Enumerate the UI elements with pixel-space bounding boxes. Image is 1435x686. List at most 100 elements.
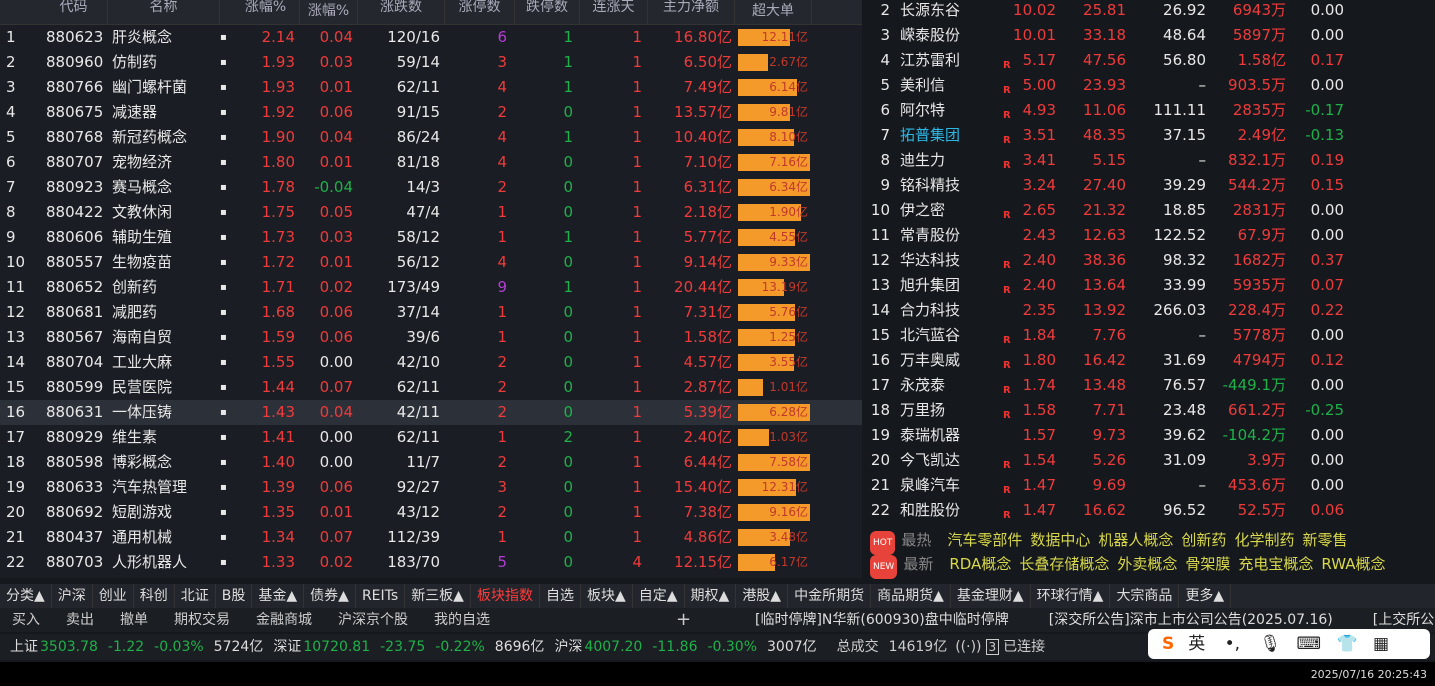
stock-row[interactable]: 20 今飞凯达 R 1.54 5.26 31.09 3.9万 0.00 <box>866 448 1435 473</box>
tab-10[interactable]: 板块指数 <box>471 584 540 608</box>
concept-link[interactable]: 长叠存储概念 <box>1019 555 1110 573</box>
tab-19[interactable]: 环球行情▲ <box>1031 584 1111 608</box>
tab-7[interactable]: 债券▲ <box>304 584 356 608</box>
stock-row[interactable]: 11 常青股份 2.43 12.63 122.52 67.9万 0.00 <box>866 223 1435 248</box>
tab-13[interactable]: 自定▲ <box>633 584 685 608</box>
add-icon[interactable]: + <box>676 609 692 630</box>
tab-20[interactable]: 大宗商品 <box>1110 584 1180 608</box>
stock-row[interactable]: 5 美利信 R 5.00 23.93 – 903.5万 0.00 <box>866 73 1435 98</box>
column-header[interactable]: 涨幅% <box>300 0 358 25</box>
stock-row[interactable]: 12 华达科技 R 2.40 38.36 98.32 1682万 0.37 <box>866 248 1435 273</box>
stock-row[interactable]: 7 拓普集团 R 3.51 48.35 37.15 2.49亿 -0.13 <box>866 123 1435 148</box>
table-row[interactable]: 2 880960 仿制药 ▪ 1.93 0.03 59/14 3 1 1 6.50亿 2.67亿 <box>0 50 862 75</box>
concept-link[interactable]: RWA概念 <box>1321 555 1386 573</box>
stock-row[interactable]: 15 北汽蓝谷 R 1.84 7.76 – 5778万 0.00 <box>866 323 1435 348</box>
table-row[interactable]: 17 880929 维生素 ▪ 1.41 0.00 62/11 1 2 1 2.40亿 1.03亿 <box>0 425 862 450</box>
ticker-item[interactable]: [临时停牌]N华新(600930)盘中临时停牌 <box>755 612 1009 628</box>
toolbar-button[interactable]: 沪深京个股 <box>338 612 408 628</box>
stock-row[interactable]: 9 铭科精技 3.24 27.40 39.29 544.2万 0.15 <box>866 173 1435 198</box>
stock-row[interactable]: 4 江苏雷利 R 5.17 47.56 56.80 1.58亿 0.17 <box>866 48 1435 73</box>
column-header[interactable]: 连涨天 <box>580 0 648 25</box>
tab-14[interactable]: 期权▲ <box>685 584 737 608</box>
stock-row[interactable]: 8 迪生力 R 3.41 5.15 – 832.1万 0.19 <box>866 148 1435 173</box>
stock-row[interactable]: 14 合力科技 2.35 13.92 266.03 228.4万 0.22 <box>866 298 1435 323</box>
tab-5[interactable]: B股 <box>216 584 253 608</box>
table-row[interactable]: 16 880631 一体压铸 ▪ 1.43 0.04 42/11 2 0 1 5.39亿 6.28亿 <box>0 400 862 425</box>
stock-row[interactable]: 19 泰瑞机器 1.57 9.73 39.62 -104.2万 0.00 <box>866 423 1435 448</box>
concept-link[interactable]: 化学制药 <box>1234 531 1295 549</box>
toolbar-button[interactable]: 金融商城 <box>256 612 312 628</box>
table-row[interactable]: 4 880675 减速器 ▪ 1.92 0.06 91/15 2 0 1 13.57亿 9.81亿 <box>0 100 862 125</box>
table-row[interactable]: 8 880422 文教休闲 ▪ 1.75 0.05 47/4 1 0 1 2.18亿 1.90亿 <box>0 200 862 225</box>
tab-0[interactable]: 分类▲ <box>0 584 52 608</box>
table-row[interactable]: 11 880652 创新药 ▪ 1.71 0.02 173/49 9 1 1 20.44亿 13.19… <box>0 275 862 300</box>
skin-icon[interactable]: 👕 <box>1336 634 1358 654</box>
tab-2[interactable]: 创业 <box>93 584 134 608</box>
table-row[interactable]: 14 880704 工业大麻 ▪ 1.55 0.00 42/10 2 0 1 4.57亿 3.55亿 <box>0 350 862 375</box>
index-hs-0[interactable]: 沪深 <box>554 639 583 655</box>
table-row[interactable]: 21 880437 通用机械 ▪ 1.34 0.07 112/39 1 0 1 4.86亿 3.48亿 <box>0 525 862 550</box>
concept-link[interactable]: 骨架膜 <box>1185 555 1231 573</box>
table-row[interactable]: 12 880681 减肥药 ▪ 1.68 0.06 37/14 1 0 1 7.31亿 5.76亿 <box>0 300 862 325</box>
table-row[interactable]: 1 880623 肝炎概念 ▪ 2.14 0.04 120/16 6 1 1 16.80亿 12.11… <box>0 25 862 50</box>
column-header[interactable]: 涨停数 <box>445 0 515 25</box>
concept-link[interactable]: 数据中心 <box>1030 531 1091 549</box>
stock-row[interactable]: 3 嵘泰股份 10.01 33.18 48.64 5897万 0.00 <box>866 23 1435 48</box>
column-header[interactable]: 代码 <box>40 0 108 25</box>
tab-17[interactable]: 商品期货▲ <box>871 584 951 608</box>
punctuation-icon[interactable]: •, <box>1224 634 1241 654</box>
index-sz-0[interactable]: 深证 <box>273 639 302 655</box>
table-row[interactable]: 20 880692 短剧游戏 ▪ 1.35 0.01 43/12 2 0 1 7.38亿 9.16亿 <box>0 500 862 525</box>
tab-6[interactable]: 基金▲ <box>252 584 305 608</box>
stock-row[interactable]: 18 万里扬 R 1.58 7.71 23.48 661.2万 -0.25 <box>866 398 1435 423</box>
table-row[interactable]: 13 880567 海南自贸 ▪ 1.59 0.06 39/6 1 0 1 1.58亿 1.25亿 <box>0 325 862 350</box>
stock-row[interactable]: 13 旭升集团 R 2.40 13.64 33.99 5935万 0.07 <box>866 273 1435 298</box>
column-header[interactable]: 名称 <box>108 0 220 25</box>
tab-16[interactable]: 中金所期货 <box>788 584 872 608</box>
apps-icon[interactable]: ▦ <box>1373 634 1390 654</box>
table-row[interactable]: 22 880703 人形机器人 ▪ 1.33 0.02 183/70 5 0 4 12.15亿 6.1… <box>0 550 862 575</box>
stock-row[interactable]: 16 万丰奥威 R 1.80 16.42 31.69 4794万 0.12 <box>866 348 1435 373</box>
tab-21[interactable]: 更多▲ <box>1179 584 1232 608</box>
tab-18[interactable]: 基金理财▲ <box>951 584 1031 608</box>
microphone-icon[interactable]: 🎙 <box>1259 634 1282 654</box>
index-sh-0[interactable]: 上证 <box>10 639 38 655</box>
toolbar-button[interactable]: 期权交易 <box>174 612 230 628</box>
column-header[interactable]: 超大单 <box>735 0 812 25</box>
tab-12[interactable]: 板块▲ <box>581 584 633 608</box>
concept-link[interactable]: 创新药 <box>1181 531 1227 549</box>
concept-link[interactable]: RDA概念 <box>949 555 1012 573</box>
tab-1[interactable]: 沪深 <box>52 584 93 608</box>
stock-row[interactable]: 6 阿尔特 R 4.93 11.06 111.11 2835万 -0.17 <box>866 98 1435 123</box>
concept-link[interactable]: 外卖概念 <box>1117 555 1178 573</box>
toolbar-button[interactable]: 买入 <box>12 612 40 628</box>
stock-row[interactable]: 10 伊之密 R 2.65 21.32 18.85 2831万 0.00 <box>866 198 1435 223</box>
tab-9[interactable]: 新三板▲ <box>405 584 471 608</box>
table-row[interactable]: 18 880598 博彩概念 ▪ 1.40 0.00 11/7 2 0 1 6.44亿 7.58亿 <box>0 450 862 475</box>
column-header[interactable]: 涨幅% <box>232 0 300 25</box>
concept-link[interactable]: 新零售 <box>1302 531 1348 549</box>
keyboard-icon[interactable]: ⌨ <box>1296 634 1322 654</box>
stock-row[interactable]: 17 永茂泰 R 1.74 13.48 76.57 -449.1万 0.00 <box>866 373 1435 398</box>
table-row[interactable]: 19 880633 汽车热管理 ▪ 1.39 0.06 92/27 3 0 1 15.40亿 12.3… <box>0 475 862 500</box>
concept-link[interactable]: 机器人概念 <box>1098 531 1174 549</box>
concept-link[interactable]: 汽车零部件 <box>947 531 1023 549</box>
stock-row[interactable]: 22 和胜股份 R 1.47 16.62 96.52 52.5万 0.06 <box>866 498 1435 523</box>
column-header[interactable]: 主力净额 <box>648 0 735 25</box>
concept-link[interactable]: 充电宝概念 <box>1238 555 1314 573</box>
tab-11[interactable]: 自选 <box>540 584 581 608</box>
table-row[interactable]: 6 880707 宠物经济 ▪ 1.80 0.01 81/18 4 0 1 7.10亿 7.16亿 <box>0 150 862 175</box>
stock-row[interactable]: 2 长源东谷 10.02 25.81 26.92 6943万 0.00 <box>866 0 1435 23</box>
table-row[interactable]: 3 880766 幽门螺杆菌 ▪ 1.93 0.01 62/11 4 1 1 7.49亿 6.14亿 <box>0 75 862 100</box>
ticker-item[interactable]: [深交所公告]深市上市公司公告(2025.07.16) <box>1048 612 1333 628</box>
toolbar-button[interactable]: 撤单 <box>120 612 148 628</box>
tab-4[interactable]: 北证 <box>175 584 216 608</box>
toolbar-button[interactable]: 卖出 <box>66 612 94 628</box>
tab-15[interactable]: 港股▲ <box>736 584 789 608</box>
tab-3[interactable]: 科创 <box>134 584 175 608</box>
table-row[interactable]: 15 880599 民营医院 ▪ 1.44 0.07 62/11 2 0 1 2.87亿 1.01亿 <box>0 375 862 400</box>
column-header[interactable]: 涨跌数 <box>358 0 445 25</box>
table-row[interactable]: 7 880923 赛马概念 ▪ 1.78 -0.04 14/3 2 0 1 6.31亿 6.34亿 <box>0 175 862 200</box>
tab-8[interactable]: REITs <box>356 584 406 608</box>
